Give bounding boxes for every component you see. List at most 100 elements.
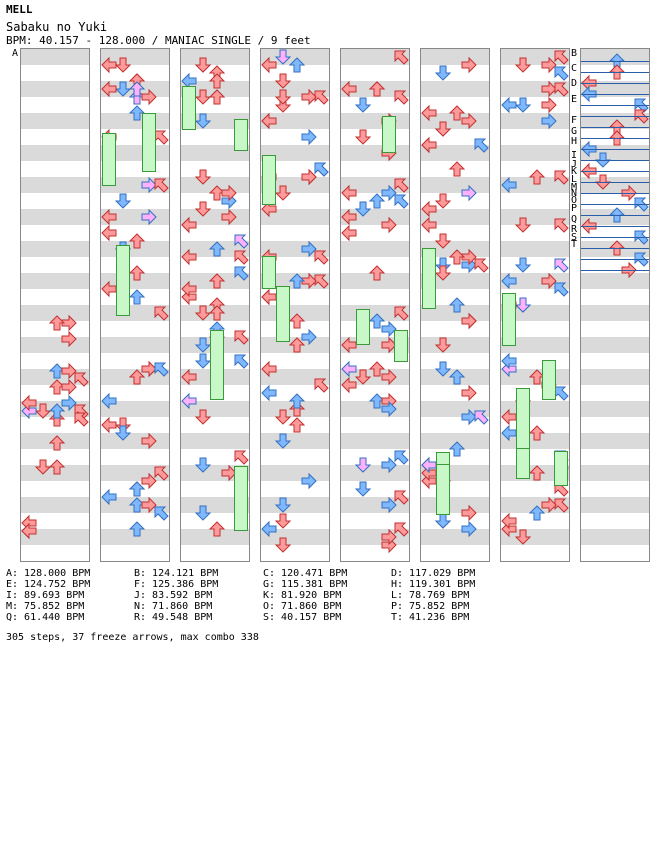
section-label: T (571, 239, 578, 250)
tempo-change-line (581, 193, 649, 194)
step-arrow-icon (421, 200, 437, 218)
step-arrow-icon (368, 193, 386, 209)
step-arrow-icon (461, 184, 477, 202)
step-arrow-icon (394, 306, 409, 321)
bpm-difficulty-line: BPM: 40.157 - 128.000 / MANIAC SINGLE / … (6, 34, 311, 47)
beat-stripe (181, 401, 249, 417)
step-arrow-icon (154, 306, 169, 321)
step-arrow-icon (474, 258, 489, 273)
beat-stripe (181, 113, 249, 129)
beat-stripe (261, 369, 329, 385)
step-arrow-icon (554, 170, 569, 185)
step-arrow-icon (101, 80, 117, 98)
step-arrow-icon (541, 56, 557, 74)
step-arrow-icon (448, 441, 466, 457)
step-arrow-icon (381, 320, 397, 338)
step-arrow-icon (554, 50, 569, 65)
step-arrow-icon (501, 176, 517, 194)
step-arrow-icon (261, 288, 277, 306)
step-arrow-icon (234, 234, 249, 249)
step-arrow-icon (154, 466, 169, 481)
step-arrow-icon (274, 73, 292, 89)
section-label: O (571, 195, 578, 206)
step-arrow-icon (301, 240, 317, 258)
beat-stripe (581, 529, 649, 545)
beat-stripe (261, 209, 329, 225)
beat-stripe (421, 529, 489, 545)
beat-stripe (421, 273, 489, 289)
step-arrow-icon (381, 368, 397, 386)
beat-stripe (581, 337, 649, 353)
beat-stripe (341, 465, 409, 481)
step-arrow-icon (421, 216, 437, 234)
step-arrow-icon (141, 496, 157, 514)
step-arrow-icon (394, 450, 409, 465)
bpm-entry: D: 117.029 BPM (391, 568, 476, 579)
step-arrow-icon (74, 372, 89, 387)
beat-stripe (341, 113, 409, 129)
step-arrow-icon (394, 194, 409, 209)
step-arrow-icon (101, 208, 117, 226)
beat-stripe (181, 81, 249, 97)
freeze-arrow (422, 248, 436, 309)
beat-stripe (501, 241, 569, 257)
beat-stripe (101, 529, 169, 545)
step-arrow-icon (221, 208, 237, 226)
step-arrow-icon (461, 384, 477, 402)
step-arrow-icon (448, 297, 466, 313)
step-arrow-icon (154, 178, 169, 193)
step-arrow-icon (528, 505, 546, 521)
step-arrow-icon (101, 392, 117, 410)
beat-stripe (581, 497, 649, 513)
freeze-arrow (502, 293, 516, 346)
step-arrow-icon (234, 450, 249, 465)
step-arrow-icon (128, 81, 146, 97)
freeze-arrow (116, 245, 130, 316)
step-arrow-icon (208, 273, 226, 289)
beat-stripe (261, 465, 329, 481)
bpm-entry: N: 71.860 BPM (134, 601, 213, 612)
freeze-arrow (436, 464, 450, 515)
step-arrow-icon (194, 457, 212, 473)
step-arrow-icon (421, 456, 437, 474)
step-arrow-icon (61, 362, 77, 380)
beat-stripe (501, 305, 569, 321)
chart-column (260, 48, 330, 562)
beat-stripe (581, 305, 649, 321)
beat-stripe (181, 529, 249, 545)
step-arrow-icon (461, 408, 477, 426)
step-arrow-icon (141, 88, 157, 106)
step-arrow-icon (394, 490, 409, 505)
step-arrow-icon (74, 412, 89, 427)
step-arrow-icon (61, 378, 77, 396)
step-arrow-icon (341, 224, 357, 242)
step-arrow-icon (128, 233, 146, 249)
step-arrow-icon (261, 520, 277, 538)
step-arrow-icon (194, 201, 212, 217)
beat-stripe (581, 465, 649, 481)
tempo-change-line (581, 171, 649, 172)
step-arrow-icon (128, 265, 146, 281)
beat-stripe (501, 177, 569, 193)
beat-stripe (261, 529, 329, 545)
step-arrow-icon (301, 472, 317, 490)
step-arrow-icon (274, 433, 292, 449)
step-arrow-icon (181, 248, 197, 266)
beat-stripe (21, 497, 89, 513)
step-arrow-icon (514, 217, 532, 233)
step-arrow-icon (554, 218, 569, 233)
beat-stripe (21, 49, 89, 65)
tempo-change-line (581, 149, 649, 150)
tempo-change-line (581, 127, 649, 128)
step-summary: 305 steps, 37 freeze arrows, max combo 3… (6, 632, 259, 643)
step-arrow-icon (261, 360, 277, 378)
beat-stripe (581, 273, 649, 289)
step-arrow-icon (461, 112, 477, 130)
step-arrow-icon (208, 73, 226, 89)
step-arrow-icon (141, 208, 157, 226)
section-label: D (571, 78, 578, 89)
step-arrow-icon (461, 504, 477, 522)
step-arrow-icon (341, 184, 357, 202)
section-label: A (12, 48, 19, 59)
step-arrow-icon (501, 512, 517, 530)
